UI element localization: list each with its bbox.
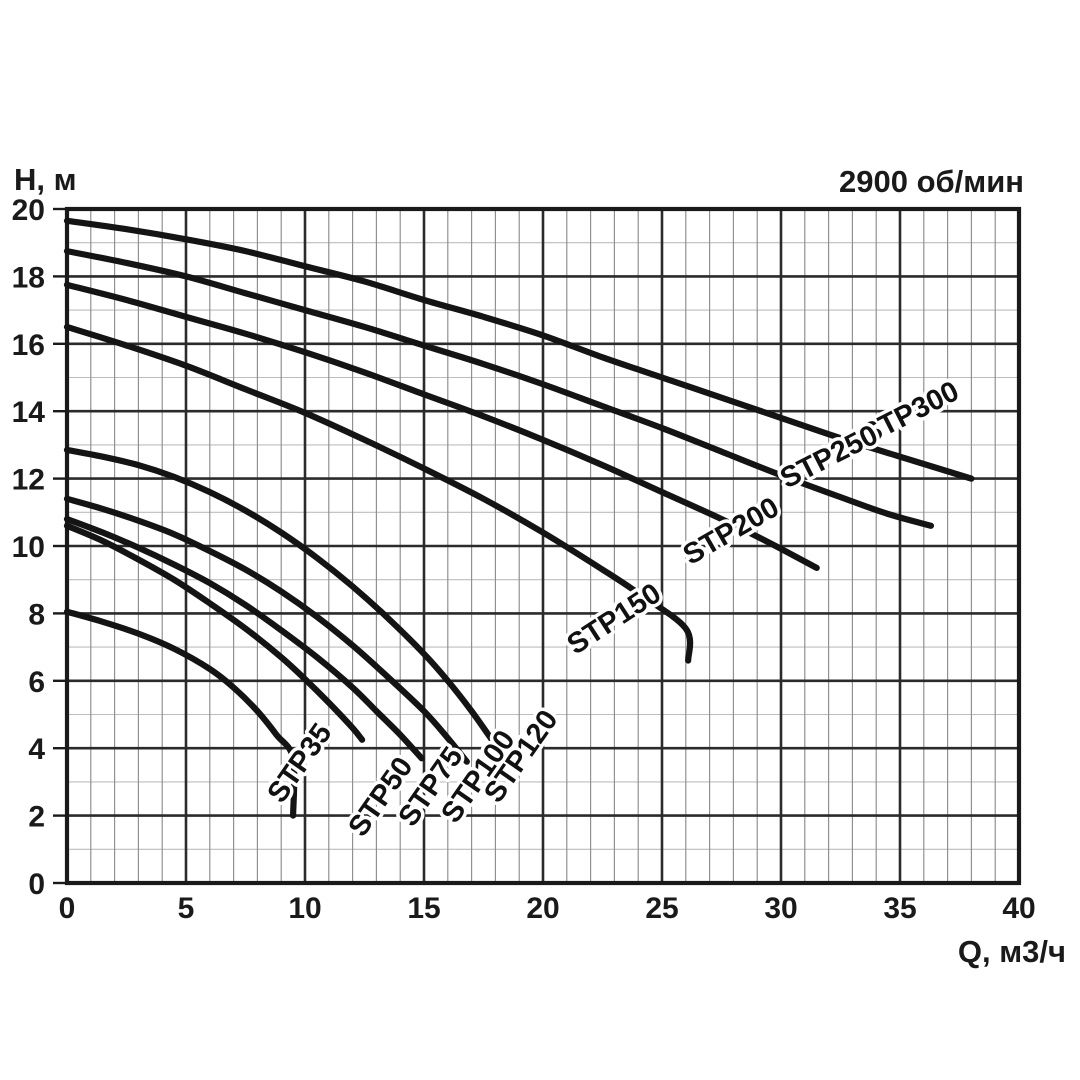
curve-stp200: [63, 281, 820, 571]
x-tick-label: 0: [59, 892, 76, 925]
y-tick-label: 0: [28, 868, 45, 901]
y-tick-label: 10: [12, 531, 45, 564]
curve-stp300: [63, 217, 975, 482]
y-tick-label: 8: [28, 598, 45, 631]
curve-stp250: [63, 248, 935, 529]
y-tick-label: 4: [28, 733, 45, 766]
y-tick-label: 6: [28, 666, 45, 699]
y-tick-label: 2: [28, 801, 45, 834]
x-tick-label: 10: [288, 892, 321, 925]
x-axis-title: Q, м3/ч: [958, 934, 1066, 969]
chart-title-rpm: 2900 об/мин: [839, 164, 1024, 199]
y-axis-tick-labels: 0 2 4 6 8 10 12 14 16 18 20: [12, 194, 46, 901]
y-tick-label: 14: [12, 396, 46, 429]
curve-series: [63, 217, 975, 819]
x-axis-tick-labels: 0 5 10 15 20 25 30 35 40: [59, 892, 1036, 925]
x-tick-label: 5: [178, 892, 195, 925]
y-tick-label: 20: [12, 194, 45, 227]
curve-stp150: [63, 323, 694, 664]
curve-stp35: [63, 608, 298, 819]
curve-stp75: [63, 515, 425, 762]
x-tick-label: 25: [645, 892, 678, 925]
curve-stp50: [63, 522, 366, 743]
x-tick-label: 40: [1002, 892, 1035, 925]
curve-stp120: [63, 446, 497, 745]
x-tick-label: 20: [526, 892, 559, 925]
x-tick-label: 15: [407, 892, 440, 925]
y-axis-title: H, м: [14, 162, 77, 197]
x-tick-label: 35: [883, 892, 916, 925]
y-tick-label: 16: [12, 329, 45, 362]
y-tick-label: 18: [12, 261, 45, 294]
curve-stp100: [63, 495, 470, 765]
y-tick-label: 12: [12, 464, 45, 497]
x-tick-label: 30: [764, 892, 797, 925]
